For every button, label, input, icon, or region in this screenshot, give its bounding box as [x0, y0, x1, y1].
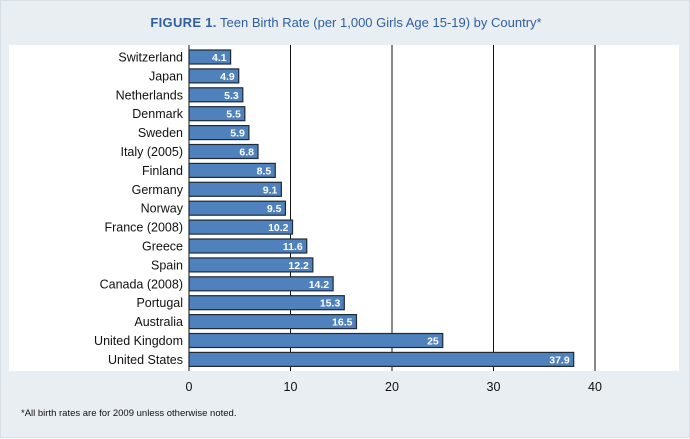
- data-label: 5.3: [224, 90, 239, 102]
- x-tick-labels: 0 10 20 30 40: [186, 380, 602, 394]
- data-label: 14.2: [309, 279, 330, 291]
- data-label: 9.1: [263, 184, 278, 196]
- category-label: Germany: [132, 183, 184, 197]
- bar: [188, 219, 294, 235]
- category-label: Spain: [151, 258, 183, 272]
- figure-label: FIGURE 1.: [150, 15, 217, 30]
- data-label: 8.5: [257, 165, 272, 177]
- x-tick-label: 40: [588, 380, 602, 394]
- x-tick-label: 20: [385, 380, 399, 394]
- data-label: 9.5: [267, 203, 282, 215]
- bar: [188, 106, 246, 122]
- bar: [188, 295, 345, 311]
- category-label: France (2008): [104, 221, 183, 235]
- bar: [188, 181, 282, 197]
- data-label: 5.5: [226, 109, 241, 121]
- bar: [188, 87, 244, 103]
- category-label: Japan: [149, 69, 183, 83]
- data-label: 12.2: [288, 260, 309, 272]
- data-label: 6.8: [239, 147, 254, 159]
- x-tick-label: 30: [487, 380, 501, 394]
- category-label: Denmark: [132, 107, 183, 121]
- bar: [188, 332, 444, 349]
- data-label: 25: [427, 336, 439, 348]
- bar: [188, 200, 287, 216]
- x-tick-label: 0: [186, 380, 193, 394]
- data-label: 15.3: [320, 298, 341, 310]
- category-label: Switzerland: [118, 51, 183, 65]
- category-label: Finland: [142, 164, 183, 178]
- data-label: 4.9: [220, 71, 235, 83]
- bar: [188, 276, 334, 292]
- figure-title: Teen Birth Rate (per 1,000 Girls Age 15-…: [220, 15, 542, 30]
- bar: [188, 68, 240, 84]
- bar: [188, 238, 308, 254]
- chart-title: FIGURE 1. Teen Birth Rate (per 1,000 Gir…: [1, 15, 690, 30]
- bars: 4.14.95.35.55.96.88.59.19.510.211.612.21…: [188, 49, 575, 367]
- category-label: United Kingdom: [94, 334, 183, 348]
- data-label: 5.9: [230, 128, 245, 140]
- x-tick-label: 10: [284, 380, 298, 394]
- bar: [188, 124, 250, 141]
- category-label: United States: [108, 353, 183, 367]
- bar: [188, 143, 259, 160]
- category-label: Netherlands: [116, 88, 183, 102]
- category-labels: Switzerland Japan Netherlands Denmark Sweden…: [94, 51, 184, 367]
- data-label: 10.2: [268, 222, 289, 234]
- data-label: 16.5: [332, 317, 353, 329]
- category-label: Australia: [134, 315, 183, 329]
- category-label: Italy (2005): [120, 145, 183, 159]
- data-label: 11.6: [283, 241, 303, 253]
- category-label: Norway: [141, 202, 184, 216]
- bar: [188, 314, 358, 330]
- bar: [188, 49, 232, 65]
- footnote: *All birth rates are for 2009 unless oth…: [21, 408, 237, 419]
- data-label: 4.1: [212, 52, 227, 64]
- bar: [188, 351, 575, 367]
- category-label: Sweden: [138, 126, 183, 140]
- data-label: 37.9: [549, 354, 570, 366]
- category-label: Greece: [142, 240, 183, 254]
- category-label: Portugal: [136, 296, 183, 310]
- category-label: Canada (2008): [100, 277, 183, 291]
- bar: [188, 162, 276, 178]
- bar: [188, 257, 314, 273]
